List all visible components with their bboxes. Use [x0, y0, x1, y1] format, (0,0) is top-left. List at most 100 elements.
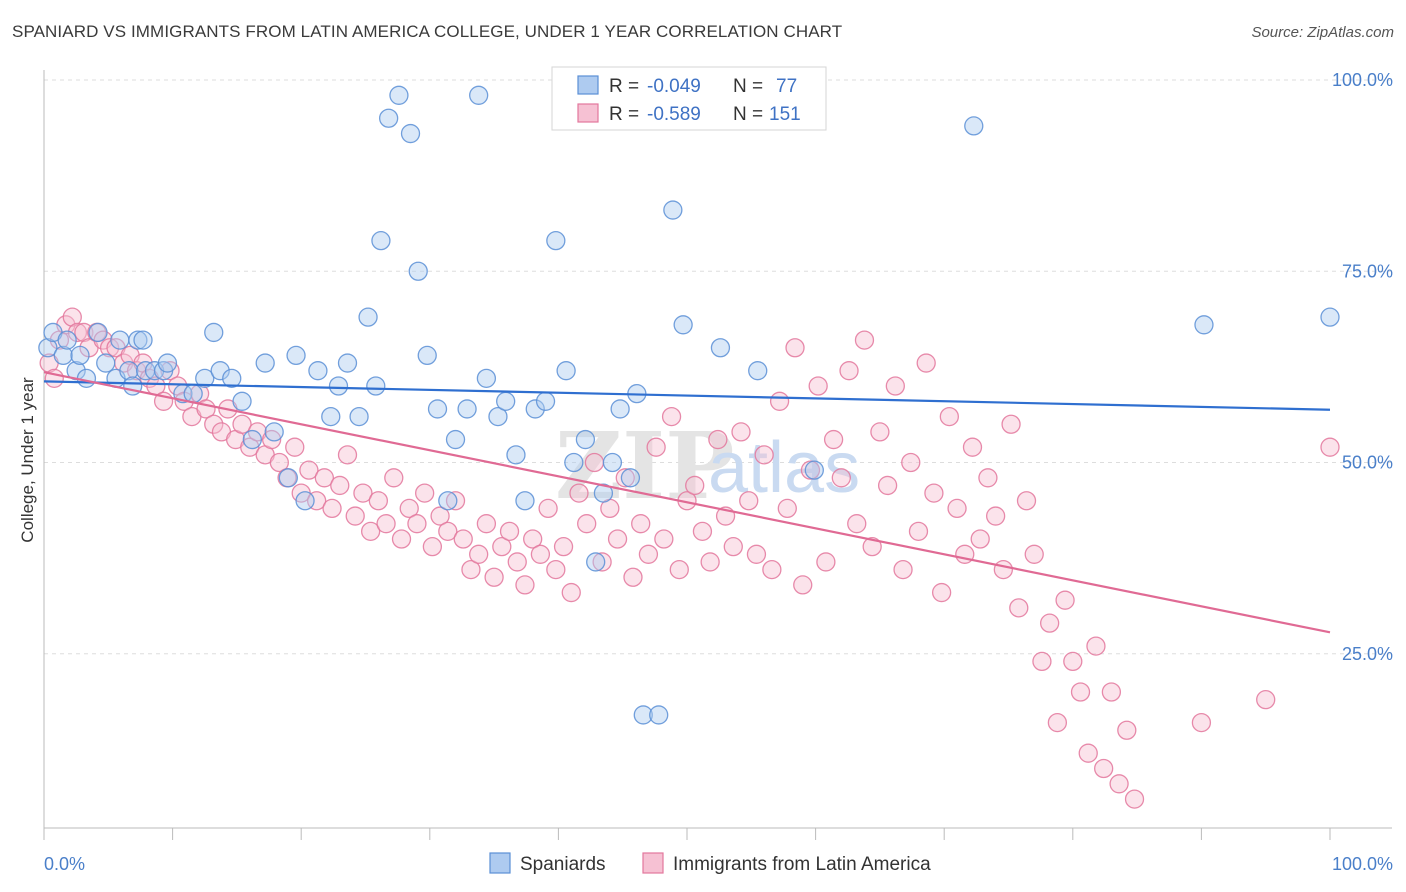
spaniards-point [278, 468, 298, 488]
immigrants-point [931, 582, 952, 603]
immigrants-point [1070, 682, 1091, 702]
immigrants-point [762, 559, 782, 580]
immigrants-point [353, 483, 373, 503]
immigrants-point [839, 361, 859, 381]
spaniards-point [469, 85, 489, 105]
immigrants-point [285, 437, 305, 457]
spaniards-point [133, 330, 153, 350]
y-tick-label: 25.0% [1342, 644, 1393, 664]
spaniards-point [488, 406, 508, 427]
immigrants-point [445, 491, 466, 511]
y-axis-title: College, Under 1 year [18, 377, 37, 543]
immigrants-point [831, 468, 851, 488]
spaniards-point [308, 361, 328, 381]
immigrants-point [438, 521, 458, 541]
immigrants-point [985, 506, 1006, 526]
immigrants-point [808, 376, 828, 396]
immigrants-point [939, 406, 959, 427]
spaniards-point [427, 399, 448, 419]
spaniards-point [506, 445, 526, 465]
immigrants-point [530, 544, 551, 564]
spaniards-point [53, 345, 73, 366]
immigrants-point [631, 514, 651, 534]
spaniards-point [649, 705, 669, 725]
x-tick-label: 100.0% [1332, 854, 1393, 874]
immigrants-point [160, 361, 180, 381]
immigrants-point [384, 468, 404, 488]
spaniards-point [1320, 307, 1340, 327]
immigrants-point [1086, 636, 1106, 656]
trend-lines [43, 371, 1331, 634]
immigrants-point [415, 483, 435, 503]
immigrants-point [330, 475, 350, 496]
spaniards-point [157, 353, 178, 373]
immigrants-point [654, 529, 674, 549]
immigrants-point [577, 514, 597, 534]
chart-source: Source: ZipAtlas.com [1251, 24, 1394, 41]
spaniards-point [321, 406, 341, 427]
immigrants-point [1124, 789, 1145, 809]
spaniards-point [232, 391, 252, 411]
immigrants-point [916, 353, 936, 373]
immigrants-point [1094, 758, 1114, 779]
spaniards-point [710, 338, 731, 358]
spaniards-point [378, 108, 399, 128]
immigrants-point [607, 529, 628, 549]
spaniards-point [57, 330, 77, 350]
immigrants-point [1256, 690, 1276, 710]
spaniards-point [610, 399, 630, 419]
spaniards-point [110, 330, 130, 350]
immigrants-point [901, 452, 921, 473]
spaniards-point [119, 361, 139, 381]
immigrants-point [661, 406, 682, 427]
immigrants-point [461, 559, 481, 580]
spaniards-point [70, 345, 90, 366]
immigrants-point [978, 468, 998, 488]
legend-r-label-2: R = [609, 104, 639, 125]
immigrants-point [430, 506, 450, 526]
immigrants-point [484, 567, 504, 587]
legend-swatch-spaniards [577, 75, 599, 95]
immigrants-point [893, 559, 913, 580]
watermark: ZIP atlas [555, 412, 860, 520]
immigrants-point [569, 483, 589, 503]
immigrants-point [669, 559, 689, 580]
spaniards-point [602, 452, 623, 473]
spaniards-point [633, 705, 653, 725]
immigrants-point [785, 338, 805, 358]
immigrants-point [538, 498, 558, 519]
legend-r-value-1: -0.049 [647, 76, 701, 97]
x-tick-labels: 0.0% 100.0% [44, 854, 1393, 874]
immigrants-point [453, 529, 473, 549]
spaniards-point [210, 361, 230, 381]
spaniards-point [457, 399, 477, 419]
immigrants-point [1078, 743, 1098, 763]
immigrants-point [1047, 712, 1068, 733]
immigrants-point [523, 529, 543, 549]
spaniards-point [183, 383, 203, 404]
immigrants-point [708, 429, 728, 450]
spaniards-point [204, 322, 224, 343]
immigrants-trend-line [43, 371, 1331, 634]
legend-r-label-1: R = [609, 76, 639, 97]
spaniards-point [593, 483, 614, 503]
immigrants-point [1320, 437, 1340, 457]
immigrants-point [754, 445, 774, 465]
x-tick-label: 0.0% [44, 854, 85, 874]
immigrants-point [322, 498, 342, 519]
immigrants-point [261, 429, 282, 450]
spaniards-point [38, 338, 58, 358]
spaniards-point [663, 200, 683, 220]
spaniards-point [964, 116, 984, 136]
immigrants-point [862, 537, 882, 557]
bottom-legend-swatch-immigrants [642, 852, 664, 874]
spaniards-point [389, 85, 409, 105]
spaniards-point [476, 368, 497, 389]
immigrants-point [99, 338, 120, 358]
immigrants-point [700, 552, 720, 572]
spaniards-point [400, 123, 421, 144]
immigrants-point [924, 483, 944, 503]
immigrants-point [885, 376, 905, 396]
spaniards-point [128, 330, 148, 350]
bottom-legend-label-immigrants: Immigrants from Latin America [673, 854, 931, 875]
